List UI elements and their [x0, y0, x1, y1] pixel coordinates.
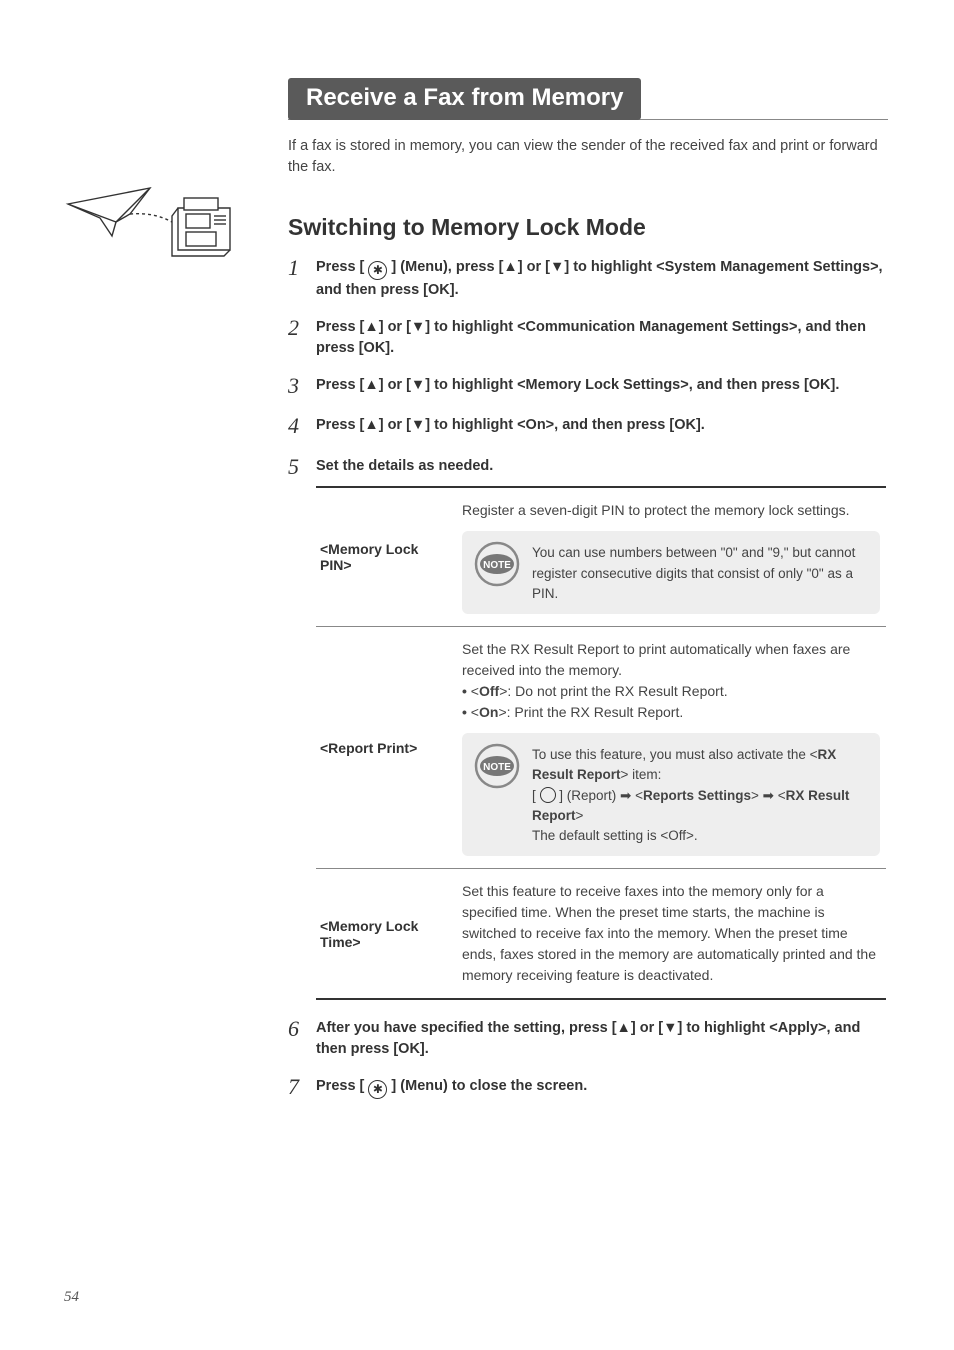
step-text: After you have specified the setting, pr…	[316, 1016, 888, 1060]
step-3: 3 Press [▲] or [▼] to highlight <Memory …	[288, 373, 888, 399]
report-key-icon	[540, 787, 556, 803]
section-header-bar: Receive a Fax from Memory	[288, 78, 888, 120]
step-2: 2 Press [▲] or [▼] to highlight <Communi…	[288, 315, 888, 359]
decorative-fax-illustration	[60, 178, 236, 264]
step-text-post: ] (Menu) to close the screen.	[387, 1078, 587, 1094]
bullet-list: <Off>: Do not print the RX Result Report…	[462, 681, 880, 723]
note-line: > ➡ <	[751, 788, 786, 803]
step-4: 4 Press [▲] or [▼] to highlight <On>, an…	[288, 413, 888, 439]
step-text: Press [▲] or [▼] to highlight <Communica…	[316, 315, 888, 359]
step-number: 1	[288, 255, 316, 281]
settings-row-memory-lock-pin: <Memory Lock PIN> Register a seven-digit…	[316, 488, 886, 627]
step-text-pre: Press [	[316, 259, 368, 275]
menu-key-icon: ✱	[368, 261, 387, 280]
step-number: 5	[288, 454, 316, 480]
note-line: > item:	[621, 767, 662, 782]
svg-text:NOTE: NOTE	[483, 762, 511, 773]
note-line: To use this feature, you must also activ…	[532, 747, 810, 762]
note-box: NOTE You can use numbers between "0" and…	[462, 531, 880, 614]
step-number: 3	[288, 373, 316, 399]
step-number: 4	[288, 413, 316, 439]
menu-key-icon: ✱	[368, 1080, 387, 1099]
step-number: 6	[288, 1016, 316, 1042]
list-item: <Off>: Do not print the RX Result Report…	[462, 681, 880, 702]
note-line: [	[532, 788, 540, 803]
bullet-key: On	[479, 704, 498, 720]
settings-description: Set this feature to receive faxes into t…	[456, 869, 886, 998]
step-7: 7 Press [ ✱ ] (Menu) to close the screen…	[288, 1074, 888, 1100]
note-text: To use this feature, you must also activ…	[532, 743, 868, 846]
step-text: Press [▲] or [▼] to highlight <On>, and …	[316, 413, 705, 436]
settings-content: Set the RX Result Report to print automa…	[456, 627, 886, 868]
settings-row-memory-lock-time: <Memory Lock Time> Set this feature to r…	[316, 869, 886, 998]
step-number: 2	[288, 315, 316, 341]
svg-text:NOTE: NOTE	[483, 560, 511, 571]
step-number: 7	[288, 1074, 316, 1100]
settings-table: <Memory Lock PIN> Register a seven-digit…	[316, 486, 886, 1000]
note-text: You can use numbers between "0" and "9,"…	[532, 541, 868, 604]
note-line: >	[576, 808, 584, 823]
bullet-key: Off	[479, 683, 499, 699]
note-icon: NOTE	[474, 541, 520, 587]
step-text: Set the details as needed.	[316, 454, 493, 477]
settings-description: Register a seven-digit PIN to protect th…	[462, 500, 880, 521]
section-title: Receive a Fax from Memory	[288, 78, 641, 120]
bullet-text: >: Print the RX Result Report.	[498, 704, 683, 720]
settings-label: <Report Print>	[316, 627, 456, 868]
step-text: Press [▲] or [▼] to highlight <Memory Lo…	[316, 373, 839, 396]
note-icon: NOTE	[474, 743, 520, 789]
step-text-pre: Press [	[316, 1078, 368, 1094]
intro-paragraph: If a fax is stored in memory, you can vi…	[288, 136, 888, 178]
subsection-title: Switching to Memory Lock Mode	[288, 214, 888, 241]
step-text-post: ] (Menu), press [▲] or [▼] to highlight …	[316, 259, 883, 298]
note-line: ] (Report) ➡ <	[556, 788, 643, 803]
step-text: Press [ ✱ ] (Menu), press [▲] or [▼] to …	[316, 255, 888, 301]
settings-description: Set the RX Result Report to print automa…	[462, 639, 880, 681]
note-bold: Reports Settings	[643, 788, 751, 803]
bullet-text: >: Do not print the RX Result Report.	[499, 683, 727, 699]
step-text: Press [ ✱ ] (Menu) to close the screen.	[316, 1074, 587, 1099]
settings-content: Register a seven-digit PIN to protect th…	[456, 488, 886, 626]
note-line: The default setting is <Off>.	[532, 828, 698, 843]
page-number: 54	[64, 1289, 79, 1306]
step-6: 6 After you have specified the setting, …	[288, 1016, 888, 1060]
step-5: 5 Set the details as needed.	[288, 454, 888, 480]
step-1: 1 Press [ ✱ ] (Menu), press [▲] or [▼] t…	[288, 255, 888, 301]
settings-label: <Memory Lock Time>	[316, 869, 456, 998]
list-item: <On>: Print the RX Result Report.	[462, 702, 880, 723]
settings-row-report-print: <Report Print> Set the RX Result Report …	[316, 627, 886, 869]
settings-label: <Memory Lock PIN>	[316, 488, 456, 626]
note-box: NOTE To use this feature, you must also …	[462, 733, 880, 856]
